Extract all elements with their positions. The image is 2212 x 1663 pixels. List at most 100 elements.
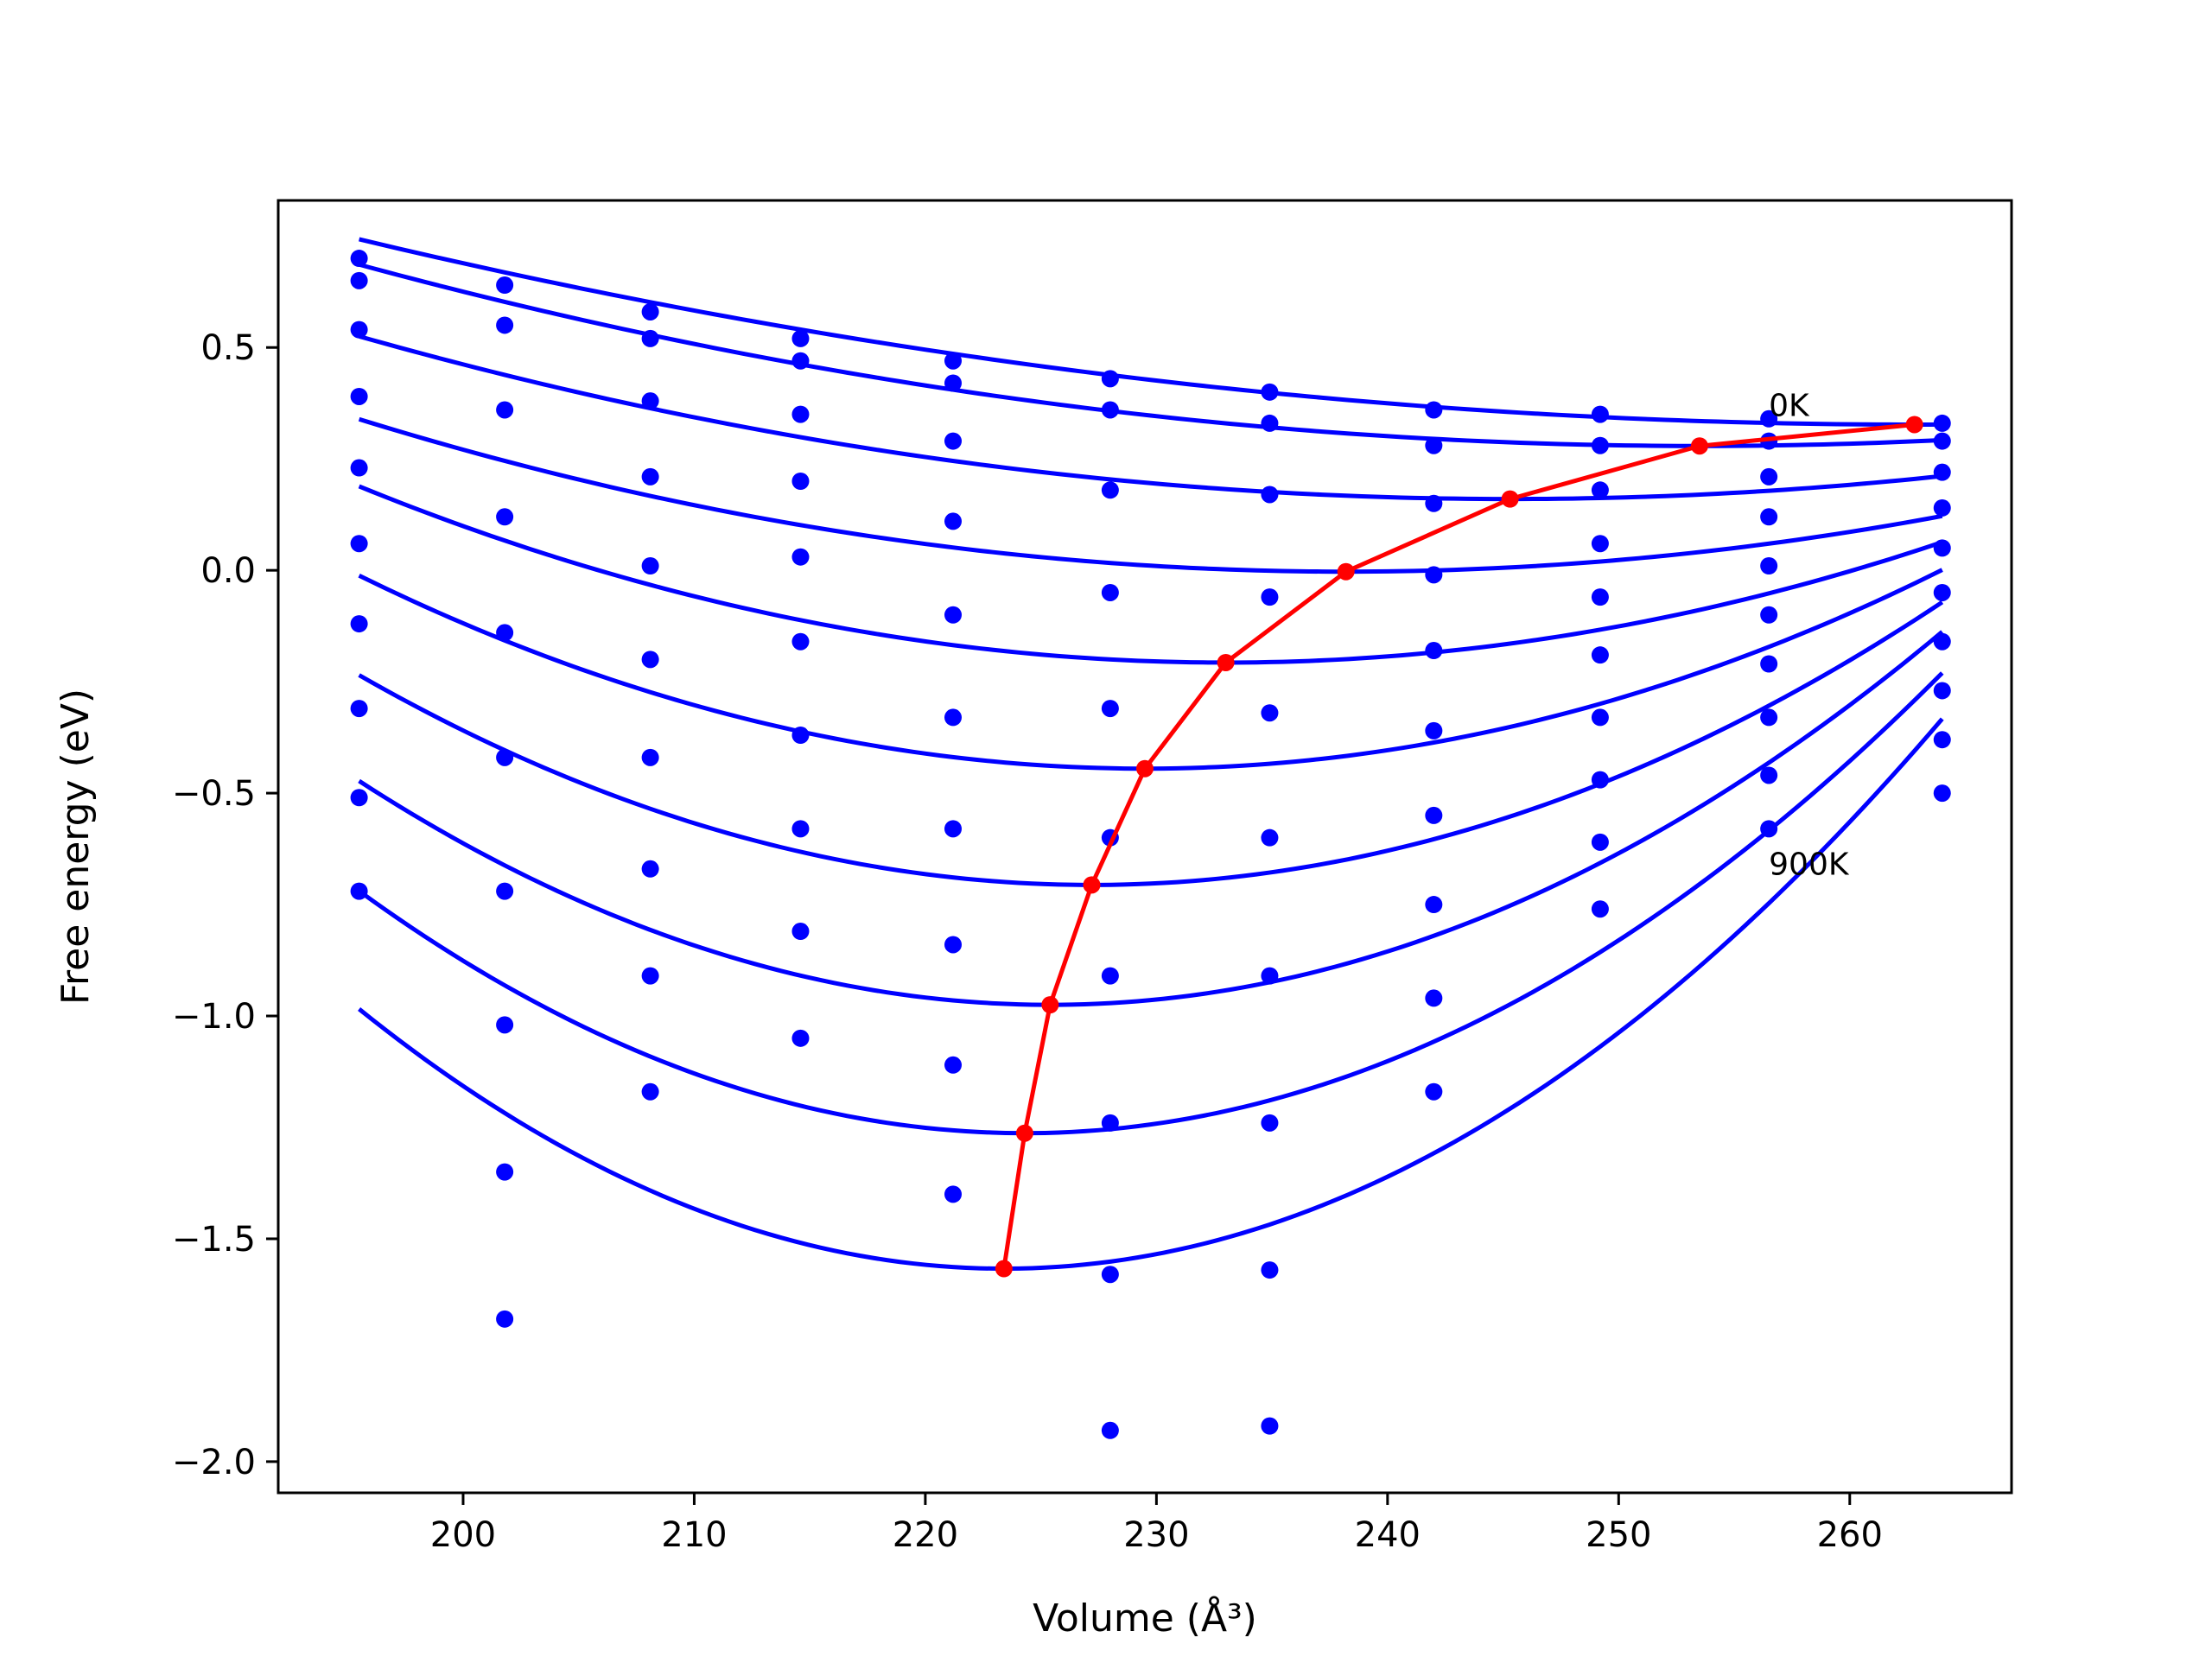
data-point-5-3 <box>791 632 810 651</box>
data-point-4-9 <box>1760 557 1778 575</box>
data-point-2-9 <box>1760 467 1778 486</box>
x-tick-label-6: 260 <box>1817 1515 1883 1555</box>
data-point-1-2 <box>641 329 659 347</box>
x-tick-label-5: 250 <box>1586 1515 1651 1555</box>
x-tick-label-3: 230 <box>1123 1515 1189 1555</box>
data-point-0-6 <box>1261 383 1279 401</box>
data-point-5-9 <box>1760 606 1778 624</box>
data-point-0-8 <box>1591 405 1609 423</box>
data-point-8-6 <box>1261 1261 1279 1279</box>
data-point-1-8 <box>1591 436 1609 454</box>
data-point-1-4 <box>944 374 963 392</box>
x-tick-label-4: 240 <box>1355 1515 1421 1555</box>
data-point-3-9 <box>1760 508 1778 526</box>
data-point-2-6 <box>1261 486 1279 504</box>
data-point-0-7 <box>1425 401 1443 419</box>
data-point-0-9 <box>1760 409 1778 428</box>
data-point-3-2 <box>641 467 659 486</box>
data-point-2-4 <box>944 432 963 450</box>
data-point-9-1 <box>496 1310 514 1328</box>
data-point-7-8 <box>1591 771 1609 789</box>
minimum-point-9 <box>995 1260 1013 1278</box>
data-point-8-0 <box>350 789 368 807</box>
data-point-5-1 <box>496 748 514 766</box>
data-point-4-0 <box>350 459 368 477</box>
data-point-2-1 <box>496 401 514 419</box>
data-point-8-7 <box>1425 989 1443 1007</box>
data-point-8-8 <box>1591 833 1609 851</box>
data-point-5-8 <box>1591 646 1609 664</box>
data-point-7-7 <box>1425 896 1443 914</box>
data-point-1-6 <box>1261 414 1279 432</box>
data-point-9-6 <box>1261 1417 1279 1435</box>
y-tick-label-1: 0.0 <box>200 551 256 591</box>
data-point-1-7 <box>1425 436 1443 454</box>
data-point-4-3 <box>791 548 810 566</box>
data-point-6-4 <box>944 820 963 838</box>
data-point-2-5 <box>1101 481 1119 499</box>
data-point-3-6 <box>1261 588 1279 606</box>
y-tick-label-4: −1.5 <box>172 1220 256 1260</box>
data-point-7-2 <box>641 860 659 878</box>
data-point-9-2 <box>641 1082 659 1101</box>
data-point-3-10 <box>1933 498 1951 517</box>
minimum-point-5 <box>1136 759 1154 778</box>
data-point-0-0 <box>350 250 368 268</box>
data-point-6-7 <box>1425 806 1443 824</box>
data-point-6-0 <box>350 615 368 633</box>
data-point-8-3 <box>791 923 810 941</box>
data-point-7-6 <box>1261 1114 1279 1132</box>
y-tick-label-2: −0.5 <box>172 774 256 814</box>
data-point-1-5 <box>1101 401 1119 419</box>
data-point-4-7 <box>1425 642 1443 660</box>
data-point-0-2 <box>641 302 659 321</box>
data-point-8-1 <box>496 1163 514 1181</box>
data-point-9-3 <box>791 1029 810 1047</box>
data-point-1-3 <box>791 352 810 370</box>
data-point-6-2 <box>641 748 659 766</box>
data-point-9-7 <box>1425 1082 1443 1101</box>
data-point-6-1 <box>496 882 514 900</box>
annotations: 0K 900K <box>1769 388 1850 882</box>
fit-curve-8 <box>358 671 1944 1136</box>
x-tick-label-0: 200 <box>430 1515 496 1555</box>
data-point-4-10 <box>1933 539 1951 557</box>
data-point-0-3 <box>791 329 810 347</box>
fit-curve-3 <box>358 416 1943 574</box>
data-point-6-6 <box>1261 967 1279 985</box>
data-point-6-5 <box>1101 967 1119 985</box>
data-point-5-0 <box>350 535 368 553</box>
annotation-label-0: 0K <box>1769 388 1810 423</box>
data-point-6-3 <box>791 727 810 745</box>
data-point-2-0 <box>350 321 368 339</box>
fit-curve-6 <box>358 600 1944 887</box>
data-point-2-3 <box>791 405 810 423</box>
minimum-point-7 <box>1041 996 1059 1014</box>
minimum-point-4 <box>1217 653 1235 671</box>
data-point-6-10 <box>1933 632 1951 651</box>
data-point-5-6 <box>1261 828 1279 847</box>
data-point-2-2 <box>641 392 659 410</box>
data-point-1-1 <box>496 316 514 334</box>
data-point-8-5 <box>1101 1266 1119 1284</box>
y-tick-label-3: −1.0 <box>172 997 256 1037</box>
y-tick-label-5: −2.0 <box>172 1443 256 1482</box>
data-point-7-5 <box>1101 1114 1119 1132</box>
minimum-point-8 <box>1015 1124 1033 1142</box>
data-point-1-10 <box>1933 432 1951 450</box>
x-axis-title: Volume (Å³) <box>1033 1595 1257 1641</box>
data-point-8-2 <box>641 967 659 985</box>
data-point-3-8 <box>1591 535 1609 553</box>
data-point-3-3 <box>791 472 810 490</box>
data-point-9-9 <box>1760 820 1778 838</box>
data-point-9-10 <box>1933 784 1951 803</box>
data-point-7-10 <box>1933 682 1951 700</box>
minimum-point-2 <box>1501 490 1519 508</box>
fit-curve-2 <box>358 333 1943 502</box>
data-point-0-10 <box>1933 414 1951 432</box>
data-point-8-9 <box>1760 766 1778 784</box>
minimum-path-line <box>1001 422 1915 1269</box>
data-point-8-10 <box>1933 731 1951 749</box>
data-point-3-7 <box>1425 566 1443 584</box>
